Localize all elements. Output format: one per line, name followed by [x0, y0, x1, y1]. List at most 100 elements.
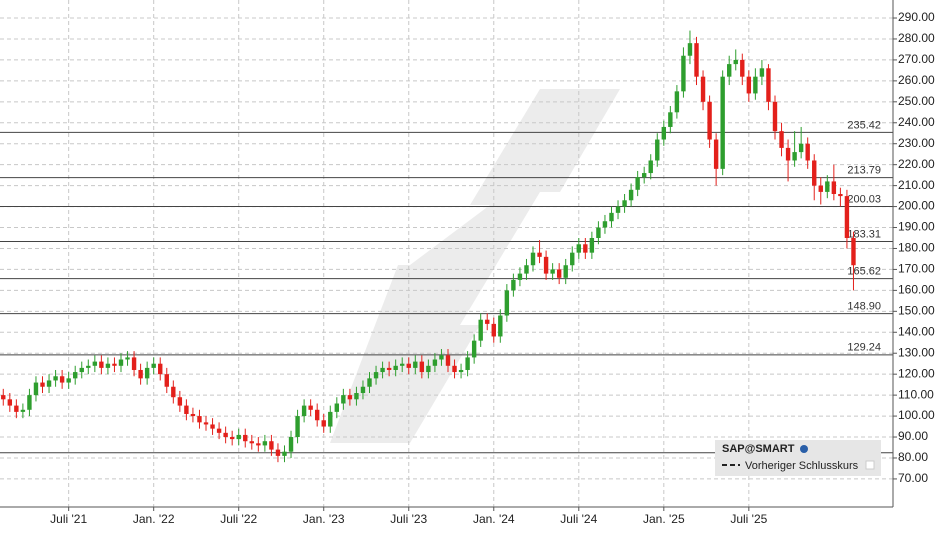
- x-tick-label: Juli '25: [730, 512, 767, 526]
- candle-body: [203, 422, 209, 425]
- candle-body: [609, 212, 614, 222]
- candle-body: [635, 177, 640, 190]
- y-tick-label: 220.00: [898, 157, 935, 171]
- y-tick-label: 160.00: [898, 283, 935, 297]
- y-tick-label: 110.00: [898, 387, 934, 401]
- candle-body: [596, 227, 601, 238]
- candle-body: [759, 68, 765, 77]
- candle-body: [498, 315, 503, 337]
- x-tick-label: Juli '23: [390, 512, 427, 526]
- candle-body: [687, 43, 693, 56]
- candle-body: [772, 101, 778, 132]
- candle-body: [308, 405, 313, 410]
- candle-body: [798, 143, 804, 153]
- candle-body: [615, 206, 621, 213]
- x-tick-label: Jan. '24: [473, 512, 515, 526]
- y-tick-label: 240.00: [898, 115, 935, 129]
- candle-body: [713, 139, 719, 169]
- candle-body: [851, 237, 856, 266]
- candle-body: [99, 361, 104, 368]
- y-tick-label: 260.00: [898, 73, 935, 87]
- candle-body: [151, 363, 156, 368]
- candle-body: [73, 372, 78, 379]
- candle-body: [413, 361, 418, 368]
- y-tick-label: 280.00: [898, 31, 935, 45]
- candle-body: [471, 340, 477, 358]
- candle-body: [59, 376, 65, 383]
- candle-body: [589, 237, 595, 253]
- level-label: 183.31: [847, 228, 881, 240]
- y-tick-label: 250.00: [898, 94, 935, 108]
- candle-body: [105, 363, 111, 368]
- candle-body: [681, 55, 686, 92]
- candle-body: [628, 189, 634, 201]
- candle-body: [818, 185, 823, 192]
- candle-body: [543, 256, 549, 274]
- y-tick-label: 230.00: [898, 136, 935, 150]
- candle-body: [733, 59, 738, 65]
- level-label: 200.03: [847, 193, 881, 205]
- legend-box: [715, 440, 881, 476]
- candle-body: [138, 369, 143, 379]
- candle-body: [426, 365, 431, 373]
- candle-body: [125, 357, 130, 360]
- candle-body: [707, 101, 712, 140]
- candle-body: [373, 372, 379, 379]
- y-tick-label: 140.00: [898, 324, 935, 338]
- level-label: 213.79: [847, 165, 881, 177]
- candle-body: [655, 139, 660, 161]
- candle-body: [766, 68, 771, 102]
- candle-body: [354, 393, 359, 400]
- y-tick-label: 120.00: [898, 366, 935, 380]
- legend-entry: SAP@SMART: [722, 443, 795, 455]
- legend-icon: [800, 445, 808, 453]
- candle-body: [164, 374, 169, 387]
- candle-body: [779, 131, 784, 148]
- candle-body: [831, 181, 837, 195]
- candle-body: [556, 269, 562, 278]
- candle-body: [570, 252, 575, 266]
- legend-checkbox[interactable]: [865, 460, 875, 470]
- y-tick-label: 70.00: [898, 471, 928, 485]
- candle-body: [249, 441, 254, 444]
- candle-body: [504, 290, 510, 316]
- y-tick-label: 270.00: [898, 52, 935, 66]
- y-tick-label: 90.00: [898, 429, 928, 443]
- level-label: 148.90: [847, 301, 881, 313]
- candle-body: [86, 365, 91, 368]
- candle-body: [210, 424, 215, 429]
- candle-body: [727, 64, 732, 77]
- candle-body: [314, 409, 320, 421]
- candle-body: [550, 269, 555, 274]
- candle-body: [386, 367, 392, 370]
- candle-body: [288, 437, 294, 452]
- candle-body: [812, 160, 817, 186]
- candle-body: [79, 367, 84, 373]
- candle-body: [380, 367, 385, 373]
- level-label: 235.42: [847, 119, 881, 131]
- candle-body: [197, 416, 202, 423]
- candle-body: [33, 382, 39, 396]
- candle-body: [347, 395, 353, 400]
- candle-body: [20, 409, 26, 412]
- candle-body: [393, 365, 398, 370]
- candle-body: [792, 152, 797, 161]
- candle-body: [648, 160, 653, 174]
- candle-body: [694, 43, 699, 77]
- x-tick-label: Juli '22: [220, 512, 257, 526]
- candle-body: [269, 441, 274, 450]
- candle-body: [360, 386, 366, 394]
- y-tick-label: 200.00: [898, 199, 935, 213]
- y-tick-label: 210.00: [898, 178, 935, 192]
- candle-body: [7, 399, 13, 406]
- candle-body: [92, 361, 98, 366]
- candle-body: [118, 359, 124, 366]
- candle-body: [838, 194, 843, 197]
- candle-body: [321, 420, 326, 427]
- candle-body: [844, 196, 850, 238]
- candle-body: [301, 405, 307, 417]
- candle-body: [805, 143, 810, 161]
- candle-body: [720, 76, 725, 169]
- candle-body: [14, 405, 19, 412]
